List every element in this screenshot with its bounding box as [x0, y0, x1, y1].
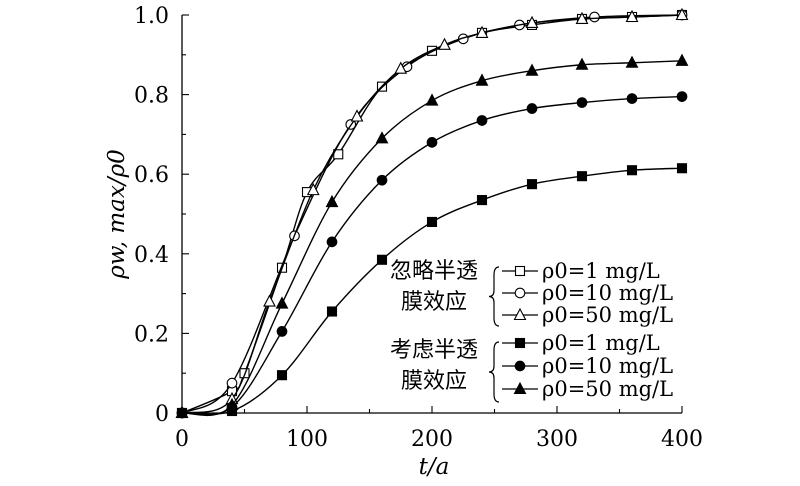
legend-label: ρ0=50 mg/L: [542, 377, 673, 401]
y-tick-label: 0.2: [134, 322, 169, 347]
data-point: [306, 182, 320, 196]
data-point: [394, 61, 408, 74]
data-point: [625, 55, 639, 68]
data-point: [526, 103, 538, 114]
y-tick-label: 0: [155, 402, 169, 427]
legend-marker: [513, 307, 527, 321]
y-axis-label: ρw, max/ρ0: [104, 149, 130, 280]
data-point: [225, 397, 239, 411]
legend-group-label: 膜效应: [401, 369, 467, 394]
x-tick-label: 200: [411, 427, 453, 452]
data-point: [675, 7, 689, 21]
axis-labels: t/a ρw, max/ρ0: [104, 149, 449, 480]
x-tick-label: 100: [286, 427, 328, 452]
data-point: [526, 179, 538, 190]
legend-marker: [514, 337, 526, 349]
axes: 0 100 200 300 400 0 0.2 0.4 0.6 0.8 1.0: [134, 4, 703, 452]
legend-brace: [488, 341, 500, 403]
data-point: [175, 405, 189, 419]
data-point: [475, 25, 489, 38]
data-point: [576, 97, 588, 108]
data-point: [675, 53, 689, 66]
y-tick-label: 1.0: [134, 4, 169, 29]
data-point: [226, 377, 238, 389]
data-point: [575, 57, 589, 70]
data-point: [276, 326, 288, 337]
legend-label: ρ0=10 mg/L: [542, 281, 673, 305]
data-point: [589, 11, 600, 23]
y-tick-label: 0.6: [134, 163, 169, 188]
series-line: [181, 14, 683, 414]
legend-marker: [514, 265, 526, 277]
data-point: [376, 254, 388, 265]
x-tick-label: 300: [536, 427, 578, 452]
data-point: [425, 93, 439, 106]
legend-group-label: 考虑半透: [390, 338, 478, 363]
data-point: [626, 93, 638, 104]
data-point: [476, 195, 488, 206]
data-point: [438, 37, 451, 50]
data-point: [676, 163, 688, 174]
legend-marker: [514, 360, 526, 372]
legend-group-label: 膜效应: [401, 290, 467, 315]
series-layer: [175, 7, 689, 419]
x-axis-label: t/a: [419, 454, 450, 480]
legend-label: ρ0=1 mg/L: [542, 331, 660, 355]
data-point: [525, 15, 539, 29]
data-point: [476, 115, 488, 126]
legend-marker: [513, 381, 527, 395]
data-point: [275, 296, 289, 309]
data-point: [475, 73, 489, 86]
data-point: [325, 194, 339, 208]
series-line: [181, 60, 683, 417]
data-point: [626, 165, 638, 176]
data-point: [525, 63, 539, 76]
data-point: [676, 91, 688, 102]
data-point: [326, 306, 338, 317]
data-point: [263, 294, 276, 307]
legend-label: ρ0=1 mg/L: [542, 259, 660, 283]
x-tick-label: 0: [175, 427, 189, 452]
data-point: [426, 137, 438, 148]
legend-label: ρ0=50 mg/L: [542, 303, 673, 327]
legend-brace: [488, 266, 500, 327]
series-line: [181, 95, 683, 416]
y-tick-label: 0.8: [134, 84, 169, 109]
legend-marker: [514, 287, 526, 299]
series-6: [175, 53, 689, 419]
x-tick-label: 400: [661, 427, 703, 452]
legend-label: ρ0=10 mg/L: [542, 354, 673, 378]
data-point: [426, 216, 438, 228]
data-point: [575, 11, 589, 25]
y-tick-label: 0.4: [134, 243, 169, 268]
data-point: [375, 131, 389, 144]
data-point: [576, 171, 588, 182]
data-point: [625, 9, 639, 23]
data-point: [276, 370, 288, 381]
legend-group-label: 忽略半透: [390, 259, 478, 284]
data-point: [326, 236, 338, 248]
data-point: [376, 174, 388, 186]
data-point: [350, 109, 364, 122]
